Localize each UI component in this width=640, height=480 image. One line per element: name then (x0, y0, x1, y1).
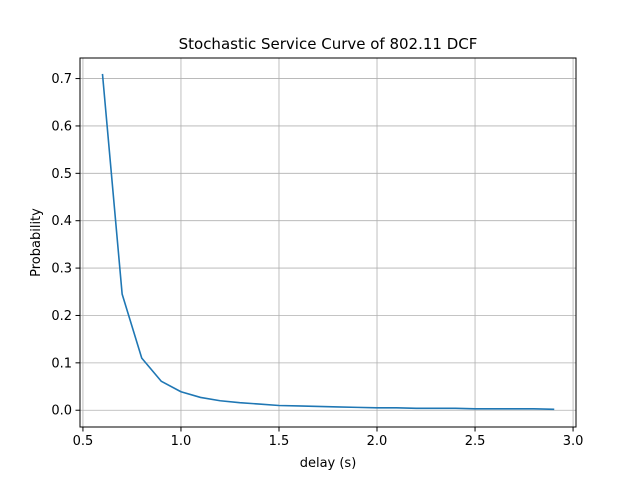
y-tick-label: 0.7 (51, 72, 72, 87)
plot-frame (79, 57, 577, 428)
y-tick-label: 0.1 (51, 356, 72, 371)
x-axis-label: delay (s) (300, 456, 357, 471)
x-tick-label: 2.5 (465, 434, 486, 449)
y-axis-label: Probability (29, 208, 44, 277)
grid (80, 58, 576, 427)
y-tick-label: 0.4 (51, 214, 72, 229)
y-tick-label: 0.3 (51, 262, 72, 277)
ticks: 0.5 1.0 1.5 2.0 2.5 3.0 0.0 0.1 0.2 0.3 0.4 0.5 0.6 0… (51, 72, 583, 449)
x-tick-label: 3.0 (563, 434, 584, 449)
x-tick-label: 0.5 (73, 434, 94, 449)
y-tick-label: 0.6 (51, 119, 72, 134)
x-tick-label: 1.5 (269, 434, 290, 449)
x-tick-label: 2.0 (367, 434, 388, 449)
y-tick-label: 0.0 (51, 404, 72, 419)
series-layer (101, 73, 555, 411)
x-tick-label: 1.0 (171, 434, 192, 449)
y-tick-label: 0.5 (51, 167, 72, 182)
y-tick-label: 0.2 (51, 309, 72, 324)
series-line (101, 73, 555, 411)
chart-title: Stochastic Service Curve of 802.11 DCF (179, 35, 478, 53)
